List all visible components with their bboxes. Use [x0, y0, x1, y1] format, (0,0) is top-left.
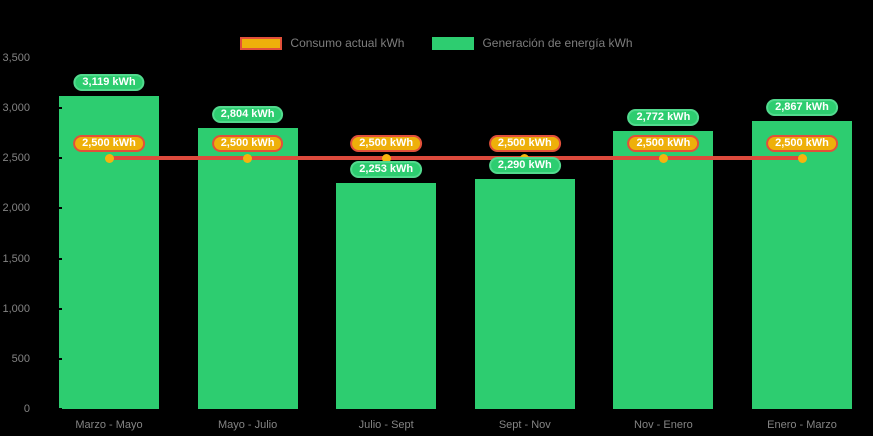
x-axis-category-label: Mayo - Julio	[217, 419, 278, 431]
generation-bar[interactable]	[197, 127, 298, 409]
y-axis-tick-label: 2,500	[2, 152, 30, 165]
y-axis-tick-mark	[57, 357, 62, 360]
y-axis-tick-mark	[57, 57, 62, 59]
consumption-value-badge: 2,500 kWh	[766, 135, 838, 152]
x-axis-category-label: Nov - Enero	[634, 419, 693, 431]
y-axis-tick-mark	[57, 207, 62, 210]
legend-label-consumo: Consumo actual kWh	[290, 36, 405, 50]
y-axis-tick-label: 3,500	[2, 52, 30, 64]
chart-legend: Consumo actual kWh Generación de energía…	[0, 36, 873, 50]
generacion-swatch-icon	[432, 36, 475, 50]
legend-label-generacion: Generación de energía kWh	[482, 36, 633, 50]
generation-value-badge: 3,119 kWh	[73, 74, 145, 92]
consumption-point[interactable]	[658, 153, 668, 163]
y-axis-tick-label: 0	[23, 403, 30, 415]
generation-value-badge: 2,804 kWh	[211, 105, 284, 123]
x-axis-category-label: Enero - Marzo	[767, 419, 837, 431]
y-axis-tick-label: 1,500	[2, 252, 30, 265]
consumo-swatch-icon	[240, 36, 283, 50]
generation-bar[interactable]	[613, 131, 714, 409]
generation-value-badge: 2,772 kWh	[627, 109, 700, 126]
x-axis-category-label: Sept - Nov	[498, 419, 551, 431]
generation-bar[interactable]	[336, 183, 437, 409]
consumption-point[interactable]	[243, 153, 253, 163]
legend-item-generacion[interactable]: Generación de energía kWh	[432, 36, 633, 50]
consumption-value-badge: 2,500 kWh	[488, 135, 561, 152]
consumption-value-badge: 2,500 kWh	[73, 135, 145, 152]
generation-bar[interactable]	[752, 121, 852, 409]
y-axis-tick-label: 2,000	[2, 202, 30, 215]
consumption-value-badge: 2,500 kWh	[211, 135, 284, 152]
y-axis-tick-label: 3,000	[2, 102, 30, 115]
generation-value-badge: 2,867 kWh	[766, 99, 838, 117]
x-axis-category-label: Marzo - Mayo	[75, 419, 143, 431]
x-axis-category-label: Julio - Sept	[358, 419, 414, 431]
y-axis-tick-mark	[57, 157, 62, 160]
generation-value-badge: 2,253 kWh	[350, 161, 423, 179]
consumption-line	[109, 156, 802, 161]
y-axis-tick-mark	[57, 307, 62, 310]
consumption-value-badge: 2,500 kWh	[350, 135, 423, 152]
consumption-value-badge: 2,500 kWh	[627, 135, 700, 152]
y-axis-tick-label: 500	[11, 352, 30, 365]
legend-item-consumo[interactable]: Consumo actual kWh	[240, 36, 404, 50]
consumption-point[interactable]	[104, 153, 114, 163]
consumption-point[interactable]	[381, 153, 391, 163]
y-axis-tick-mark	[57, 408, 62, 410]
generation-bar[interactable]	[474, 179, 575, 409]
consumption-point[interactable]	[797, 153, 807, 163]
y-axis-tick-mark	[57, 257, 62, 260]
generation-value-badge: 2,290 kWh	[488, 157, 561, 175]
y-axis-tick-mark	[57, 107, 62, 110]
y-axis-tick-label: 1,000	[2, 302, 30, 315]
